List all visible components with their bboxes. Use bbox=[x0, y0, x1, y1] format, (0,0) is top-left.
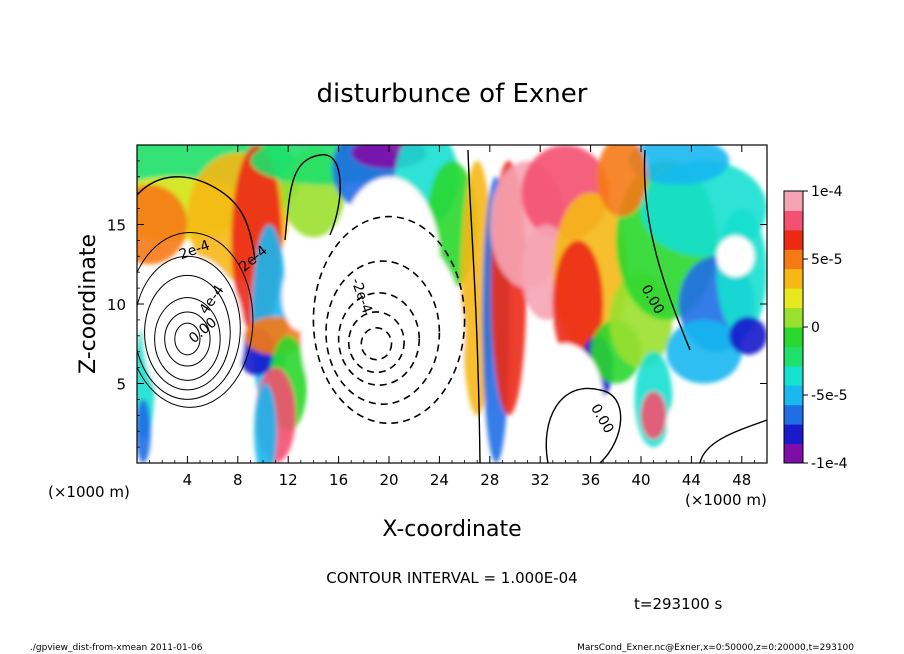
field-saturated-region bbox=[716, 235, 755, 277]
time-label: t=293100 s bbox=[634, 595, 722, 613]
field-blob bbox=[137, 399, 151, 463]
contour-zero bbox=[643, 149, 691, 351]
field-saturated-region bbox=[527, 343, 604, 456]
colorbar-segment bbox=[784, 424, 803, 445]
field-blob bbox=[628, 145, 730, 185]
y-tick-label: 10 bbox=[107, 296, 126, 314]
contour-zero bbox=[137, 176, 256, 261]
field-blob bbox=[596, 145, 648, 217]
field-saturated-region bbox=[143, 256, 245, 416]
colorbar-tick-label: 1e-4 bbox=[811, 184, 843, 200]
field-blob bbox=[254, 383, 277, 463]
colorbar-segment bbox=[784, 229, 803, 250]
colorbar-segment bbox=[784, 327, 803, 347]
field-blob bbox=[666, 319, 742, 384]
x-tick-label: 8 bbox=[233, 471, 243, 489]
contour-zero bbox=[284, 154, 341, 241]
contour-negative bbox=[337, 292, 421, 386]
x-tick-label: 16 bbox=[329, 471, 348, 489]
colorbar-ticks: 1e-4 5e-5 0 -5e-5 -1e-4 bbox=[803, 184, 848, 472]
field-saturated-region bbox=[666, 391, 742, 456]
contour-negative bbox=[325, 260, 441, 405]
contour-zero bbox=[545, 387, 622, 463]
contour-interval-note: CONTOUR INTERVAL = 1.000E-04 bbox=[326, 569, 577, 587]
colorbar-segment bbox=[784, 385, 803, 406]
colorbar-segment bbox=[784, 404, 803, 425]
field-blob bbox=[729, 316, 767, 355]
colorbar-segment bbox=[784, 346, 803, 367]
x-tick-label: 44 bbox=[682, 471, 701, 489]
y-axis: 5 10 15 bbox=[107, 160, 767, 448]
colorbar-segment bbox=[784, 307, 803, 328]
colorbar bbox=[784, 191, 803, 464]
colorbar-segment bbox=[784, 210, 803, 231]
contour-negative bbox=[347, 311, 405, 374]
contour-positive bbox=[154, 297, 221, 381]
contour-zero bbox=[467, 149, 481, 463]
colorbar-tick-label: 0 bbox=[811, 320, 820, 336]
colorbar-tick-label: 5e-5 bbox=[811, 252, 842, 268]
contour-negative bbox=[312, 215, 466, 425]
contour-positive bbox=[164, 311, 211, 367]
x-unit-right: (×1000 m) bbox=[685, 491, 767, 509]
y-tick-label: 15 bbox=[107, 217, 126, 235]
field-blob bbox=[552, 240, 604, 368]
field-blob bbox=[137, 184, 188, 265]
colorbar-segment bbox=[784, 365, 803, 386]
x-tick-label: 4 bbox=[183, 471, 193, 489]
colorbar-tick-label: -1e-4 bbox=[811, 456, 848, 472]
footer-right: MarsCond_Exner.nc@Exner,x=0:50000,z=0:20… bbox=[577, 643, 854, 653]
colorbar-segment bbox=[784, 191, 803, 211]
contour-negative bbox=[360, 327, 393, 361]
x-axis-label: X-coordinate bbox=[382, 517, 521, 542]
field-saturated-region bbox=[338, 176, 440, 336]
y-axis-label: Z-coordinate bbox=[76, 234, 101, 374]
colorbar-segment bbox=[784, 268, 803, 289]
colorbar-tick-label: -5e-5 bbox=[811, 388, 848, 404]
footer-left: ./gpview_dist-from-xmean 2011-01-06 bbox=[30, 643, 203, 653]
x-tick-label: 12 bbox=[279, 471, 298, 489]
field-blob bbox=[641, 391, 667, 440]
colorbar-segment bbox=[784, 249, 803, 270]
x-tick-label: 32 bbox=[531, 471, 550, 489]
x-tick-label: 24 bbox=[430, 471, 449, 489]
contour-positive bbox=[144, 274, 231, 391]
colorbar-segment bbox=[784, 288, 803, 309]
contour-positive bbox=[137, 231, 254, 408]
x-tick-label: 28 bbox=[480, 471, 499, 489]
contour-positive bbox=[137, 255, 241, 400]
contour-zero bbox=[699, 419, 767, 463]
x-tick-label: 20 bbox=[379, 471, 398, 489]
x-unit-left: (×1000 m) bbox=[48, 483, 130, 501]
x-tick-label: 40 bbox=[631, 471, 650, 489]
x-tick-label: 48 bbox=[732, 471, 751, 489]
contour-positive bbox=[174, 322, 201, 356]
field-saturated-region bbox=[281, 261, 320, 332]
chart-title: disturbunce of Exner bbox=[317, 79, 588, 109]
x-tick-label: 36 bbox=[581, 471, 600, 489]
x-axis: 4 8 12 16 20 24 28 32 36 40 44 48 bbox=[149, 145, 755, 489]
colorbar-segment bbox=[784, 443, 803, 464]
y-tick-label: 5 bbox=[116, 376, 126, 394]
